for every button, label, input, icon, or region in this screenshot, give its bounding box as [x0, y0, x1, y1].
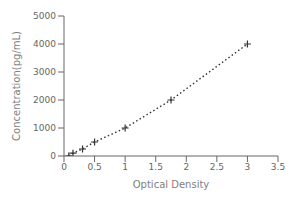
svg-text:3: 3 [245, 162, 251, 172]
svg-text:4000: 4000 [33, 39, 56, 49]
svg-text:3000: 3000 [33, 67, 56, 77]
svg-text:2: 2 [183, 162, 189, 172]
svg-text:3.5: 3.5 [271, 162, 285, 172]
svg-text:0.5: 0.5 [87, 162, 101, 172]
svg-text:Concentration(pg/mL): Concentration(pg/mL) [11, 31, 22, 141]
svg-text:2000: 2000 [33, 95, 56, 105]
svg-text:0: 0 [50, 151, 56, 161]
svg-text:0: 0 [61, 162, 67, 172]
svg-text:Optical Density: Optical Density [133, 179, 210, 190]
svg-text:2.5: 2.5 [210, 162, 224, 172]
svg-text:1: 1 [122, 162, 128, 172]
svg-text:1000: 1000 [33, 123, 56, 133]
svg-text:5000: 5000 [33, 11, 56, 21]
svg-text:1.5: 1.5 [149, 162, 163, 172]
